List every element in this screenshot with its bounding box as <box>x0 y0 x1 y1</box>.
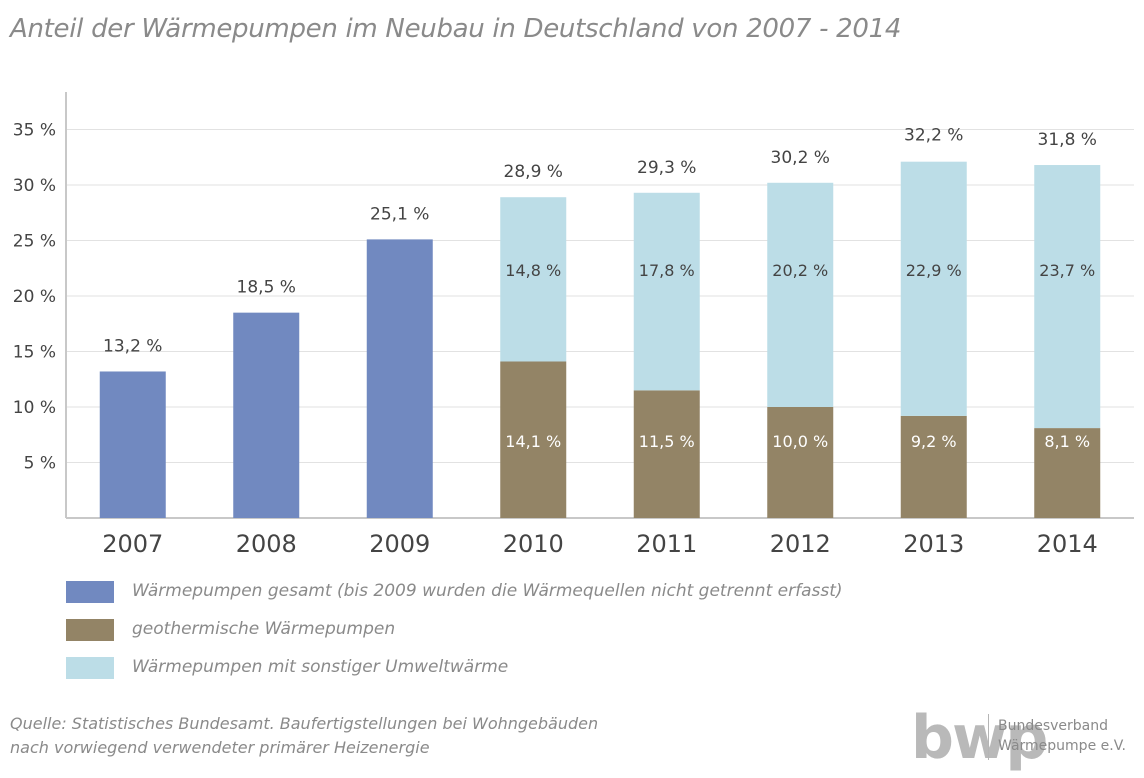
bar-total <box>366 239 433 518</box>
logo-text: Bundesverband Wärmepumpe e.V. <box>998 716 1126 756</box>
legend-swatch-total <box>66 581 114 603</box>
data-label-total: 31,8 % <box>1038 130 1097 150</box>
data-label-total: 30,2 % <box>771 148 830 168</box>
bar-total <box>233 312 300 518</box>
y-tick-label: 5 % <box>24 454 56 474</box>
y-tick-label: 10 % <box>13 398 56 418</box>
data-label-total: 18,5 % <box>237 278 296 298</box>
x-tick-label: 2009 <box>369 530 430 558</box>
chart-title: Anteil der Wärmepumpen im Neubau in Deut… <box>10 14 902 44</box>
legend-label-geothermal: geothermische Wärmepumpen <box>132 619 396 639</box>
logo-line-1: Bundesverband <box>998 718 1109 734</box>
x-tick-label: 2008 <box>236 530 297 558</box>
source-line-2: nach vorwiegend verwendeter primärer Hei… <box>10 738 430 757</box>
bar-ambient <box>500 197 567 362</box>
data-label-total: 13,2 % <box>103 336 162 356</box>
data-label-total: 29,3 % <box>637 158 696 178</box>
legend-label-ambient: Wärmepumpen mit sonstiger Umweltwärme <box>132 657 509 677</box>
bar-ambient <box>633 192 700 391</box>
bar-geothermal <box>767 407 834 518</box>
x-tick-label: 2014 <box>1037 530 1098 558</box>
data-label-geothermal: 9,2 % <box>911 432 957 451</box>
bwp-logo: bwp <box>911 708 1048 772</box>
data-label-total: 28,9 % <box>504 162 563 182</box>
legend-swatch-ambient <box>66 657 114 679</box>
legend-swatch-geothermal <box>66 619 114 641</box>
data-label-ambient: 17,8 % <box>639 261 695 280</box>
bar-geothermal <box>500 361 567 518</box>
data-label-ambient: 22,9 % <box>906 261 962 280</box>
bar-ambient <box>1034 165 1101 429</box>
bar-total <box>99 371 166 518</box>
source-line-1: Quelle: Statistisches Bundesamt. Baufert… <box>10 714 599 733</box>
bar-ambient <box>767 182 834 407</box>
bar-geothermal <box>900 415 967 518</box>
bar-chart: 5 % 10 % 15 % 20 % 25 % 30 % 35 % 13,2 % 2007 18,… <box>13 92 1134 558</box>
logo-line-2: Wärmepumpe e.V. <box>998 738 1126 754</box>
x-tick-label: 2007 <box>102 530 163 558</box>
data-label-geothermal: 14,1 % <box>505 432 561 451</box>
data-label-ambient: 20,2 % <box>772 261 828 280</box>
data-label-ambient: 23,7 % <box>1039 261 1095 280</box>
x-tick-label: 2010 <box>503 530 564 558</box>
source-note: Quelle: Statistisches Bundesamt. Baufert… <box>10 712 598 760</box>
y-tick-label: 30 % <box>13 176 56 196</box>
x-tick-label: 2013 <box>903 530 964 558</box>
y-tick-label: 20 % <box>13 287 56 307</box>
data-label-total: 32,2 % <box>904 126 963 146</box>
data-label-geothermal: 11,5 % <box>639 432 695 451</box>
logo-divider <box>988 714 989 760</box>
bar-ambient <box>900 161 967 416</box>
y-tick-label: 15 % <box>13 343 56 363</box>
data-label-ambient: 14,8 % <box>505 261 561 280</box>
bar-geothermal <box>1034 428 1101 518</box>
bwp-logo-mark: bwp <box>911 708 1046 772</box>
y-tick-label: 35 % <box>13 121 56 141</box>
x-tick-label: 2012 <box>770 530 831 558</box>
data-label-total: 25,1 % <box>370 204 429 224</box>
legend-label-total: Wärmepumpen gesamt (bis 2009 wurden die … <box>132 581 843 601</box>
bar-geothermal <box>633 390 700 518</box>
data-label-geothermal: 8,1 % <box>1044 432 1090 451</box>
x-tick-label: 2011 <box>636 530 697 558</box>
y-tick-label: 25 % <box>13 232 56 252</box>
data-label-geothermal: 10,0 % <box>772 432 828 451</box>
